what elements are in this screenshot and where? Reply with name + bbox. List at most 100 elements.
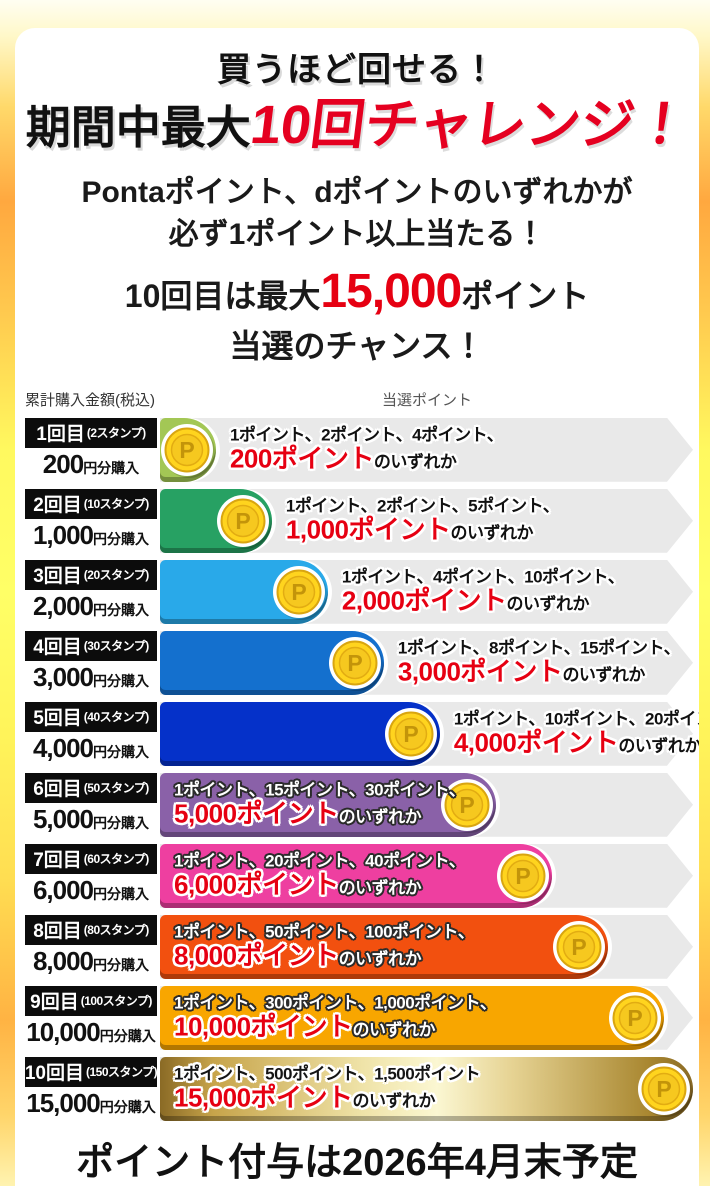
- prize-max-value: 6,000ポイント: [174, 869, 339, 900]
- p-coin-icon: P: [272, 565, 325, 618]
- purchase-label: 2回目 (10スタンプ) 1,000 円分購入: [25, 488, 157, 553]
- p-coin-icon: P: [496, 849, 549, 902]
- prize-options: 1ポイント、2ポイント、4ポイント、: [229, 424, 504, 444]
- promo-panel: 買うほど回せる！ 期間中最大10回チャレンジ！ Pontaポイント、dポイントの…: [15, 28, 699, 1186]
- lead-line-1: Pontaポイント、dポイントのいずれかが: [81, 175, 633, 209]
- campaign-lead: Pontaポイント、dポイントのいずれかが 必ず1ポイント以上当たる！: [21, 172, 693, 256]
- purchase-amount: 4,000 円分購入: [25, 732, 157, 766]
- purchase-amount-suffix: 円分購入: [93, 672, 150, 689]
- prize-result: 200ポイントのいずれか: [230, 444, 503, 475]
- prize-max-value: 1,000ポイント: [285, 514, 451, 545]
- round-number: 1回目: [36, 424, 85, 446]
- bar-fill: P: [160, 630, 384, 695]
- purchase-amount-value: 8,000: [32, 946, 94, 977]
- p-coin-icon: P: [160, 423, 213, 476]
- max-prize-prefix: 10回目は最大: [124, 277, 321, 314]
- round-stamps: (50スタンプ): [83, 781, 149, 796]
- prize-suffix: のいずれか: [338, 878, 422, 898]
- purchase-amount-suffix: 円分購入: [99, 1098, 156, 1115]
- challenge-row: 7回目 (60スタンプ) 6,000 円分購入 P: [21, 843, 693, 908]
- prize-suffix: のいずれか: [352, 1091, 436, 1111]
- prize-bar: P 1ポイント、10ポイント、20ポイント、 4,000ポイントのいずれか: [160, 701, 699, 766]
- prize-result: 5,000ポイントのいずれか: [174, 799, 465, 830]
- purchase-amount-value: 6,000: [32, 875, 94, 906]
- prize-suffix: のいずれか: [338, 949, 422, 969]
- prize-bar: P 1ポイント、2ポイント、4ポイント、 200ポイントのいずれか: [160, 417, 693, 482]
- round-number: 5回目: [33, 708, 82, 730]
- purchase-amount-suffix: 円分購入: [93, 530, 150, 547]
- round-number: 4回目: [33, 637, 82, 659]
- round-badge: 9回目 (100スタンプ): [25, 985, 157, 1016]
- round-badge: 7回目 (60スタンプ): [25, 843, 157, 874]
- prize-result: 15,000ポイントのいずれか: [174, 1083, 480, 1114]
- prize-suffix: のいずれか: [450, 523, 534, 543]
- bar-fill: P: [160, 488, 272, 553]
- prize-bar: P 1ポイント、300ポイント、1,000ポイント、 10,000ポイントのいず…: [160, 985, 693, 1050]
- prize-options: 1ポイント、10ポイント、20ポイント、: [453, 708, 699, 728]
- prize-suffix: のいずれか: [352, 1020, 436, 1040]
- round-number: 8回目: [33, 921, 82, 943]
- prize-text: 1ポイント、4ポイント、10ポイント、 2,000ポイントのいずれか: [342, 567, 625, 617]
- challenge-row: 4回目 (30スタンプ) 3,000 円分購入 P: [21, 630, 693, 695]
- bar-fill: P: [160, 914, 608, 979]
- round-stamps: (100スタンプ): [80, 994, 153, 1009]
- svg-text:P: P: [403, 721, 418, 747]
- column-header-purchase: 累計購入金額(税込): [25, 391, 155, 409]
- challenge-row: 10回目 (150スタンプ) 15,000 円分購入 P: [21, 1056, 693, 1121]
- challenge-row: 8回目 (80スタンプ) 8,000 円分購入 P: [21, 914, 693, 979]
- lead-line-2: 必ず1ポイント以上当たる！: [168, 217, 546, 251]
- challenge-row: 1回目 (2スタンプ) 200 円分購入 P: [21, 417, 693, 482]
- prize-text: 1ポイント、15ポイント、30ポイント、 5,000ポイントのいずれか: [174, 779, 466, 830]
- round-stamps: (150スタンプ): [86, 1065, 158, 1080]
- prize-options: 1ポイント、2ポイント、5ポイント、: [285, 495, 560, 515]
- prize-options: 1ポイント、20ポイント、40ポイント、: [174, 850, 466, 870]
- prize-result: 2,000ポイントのいずれか: [342, 586, 624, 617]
- prize-bar: P 1ポイント、50ポイント、100ポイント、 8,000ポイントのいずれか: [160, 914, 693, 979]
- purchase-amount-value: 3,000: [32, 662, 94, 693]
- purchase-amount: 1,000 円分購入: [25, 519, 157, 553]
- purchase-amount-value: 5,000: [32, 804, 94, 835]
- bar-fill: P: [160, 559, 328, 624]
- round-badge: 2回目 (10スタンプ): [25, 488, 157, 519]
- round-badge: 5回目 (40スタンプ): [25, 701, 157, 732]
- round-number: 9回目: [30, 992, 79, 1014]
- prize-result: 4,000ポイントのいずれか: [454, 728, 699, 759]
- prize-bar: P 1ポイント、20ポイント、40ポイント、 6,000ポイントのいずれか: [160, 843, 693, 908]
- challenge-row: 9回目 (100スタンプ) 10,000 円分購入 P: [21, 985, 693, 1050]
- round-stamps: (40スタンプ): [83, 710, 149, 725]
- svg-text:P: P: [627, 1005, 642, 1031]
- prize-bar: P 1ポイント、15ポイント、30ポイント、 5,000ポイントのいずれか: [160, 772, 693, 837]
- purchase-amount-value: 200: [42, 449, 84, 480]
- p-coin-icon: P: [608, 991, 661, 1044]
- bar-fill: P: [160, 772, 496, 837]
- prize-bar: P 1ポイント、4ポイント、10ポイント、 2,000ポイントのいずれか: [160, 559, 693, 624]
- prize-text: 1ポイント、8ポイント、15ポイント、 3,000ポイントのいずれか: [398, 638, 681, 687]
- round-number: 6回目: [33, 779, 82, 801]
- purchase-amount-suffix: 円分購入: [93, 601, 150, 618]
- prize-bar: P 1ポイント、8ポイント、15ポイント、 3,000ポイントのいずれか: [160, 630, 693, 695]
- purchase-label: 8回目 (80スタンプ) 8,000 円分購入: [25, 914, 157, 979]
- prize-text: 1ポイント、50ポイント、100ポイント、 8,000ポイントのいずれか: [174, 922, 475, 971]
- round-number: 3回目: [33, 566, 82, 588]
- round-badge: 1回目 (2スタンプ): [25, 417, 157, 448]
- svg-text:P: P: [656, 1076, 671, 1102]
- prize-options: 1ポイント、15ポイント、30ポイント、: [174, 779, 466, 799]
- prize-suffix: のいずれか: [338, 807, 422, 827]
- prize-suffix: のいずれか: [373, 452, 457, 472]
- bar-fill: P: [160, 1056, 693, 1121]
- svg-text:P: P: [179, 437, 194, 463]
- purchase-label: 4回目 (30スタンプ) 3,000 円分購入: [25, 630, 157, 695]
- table-headers: 累計購入金額(税込) 当選ポイント: [21, 389, 693, 410]
- campaign-title: 期間中最大10回チャレンジ！: [21, 95, 693, 155]
- p-coin-icon: P: [384, 707, 437, 760]
- prize-options: 1ポイント、300ポイント、1,000ポイント、: [174, 992, 497, 1012]
- prize-suffix: のいずれか: [506, 594, 589, 614]
- purchase-label: 10回目 (150スタンプ) 15,000 円分購入: [24, 1056, 158, 1121]
- purchase-label: 7回目 (60スタンプ) 6,000 円分購入: [25, 843, 157, 908]
- prize-bar: P 1ポイント、500ポイント、1,500ポイント 15,000ポイントのいずれ…: [160, 1056, 693, 1121]
- prize-max-value: 8,000ポイント: [174, 940, 339, 971]
- round-stamps: (60スタンプ): [83, 852, 149, 867]
- max-prize-suffix: ポイント: [461, 277, 590, 314]
- round-number: 10回目: [24, 1063, 84, 1085]
